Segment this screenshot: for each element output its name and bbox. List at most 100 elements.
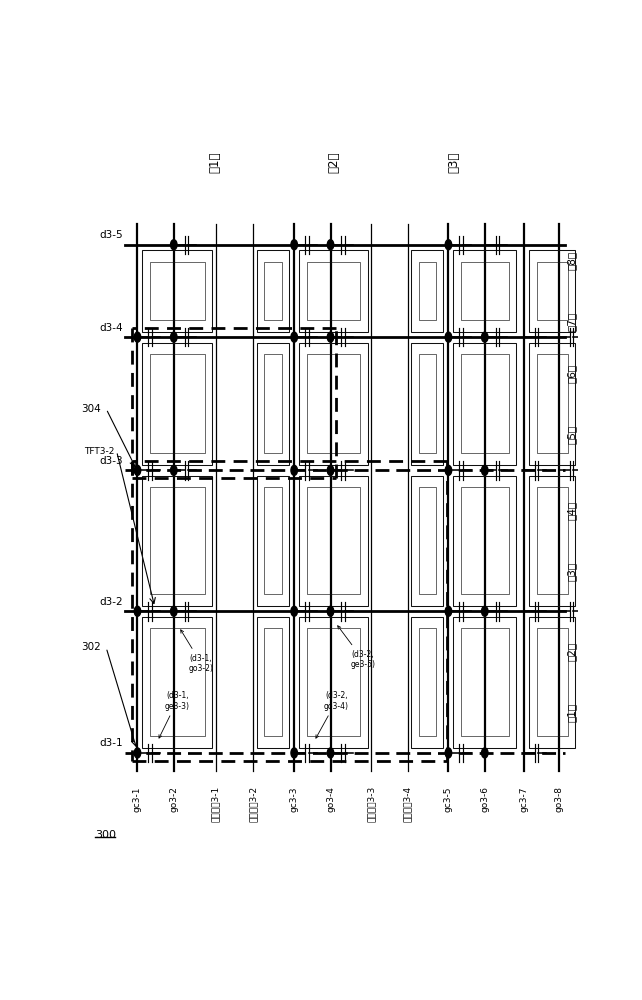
Text: (d3-1,
go3-2): (d3-1, go3-2) (180, 630, 214, 673)
Bar (257, 250, 290, 332)
Bar (265, 628, 282, 736)
Circle shape (482, 606, 488, 616)
Bar (537, 487, 568, 594)
Circle shape (445, 465, 452, 475)
Text: go3-6: go3-6 (480, 786, 489, 812)
Text: 像素电杗3-4: 像素电杗3-4 (403, 786, 412, 822)
Bar (257, 617, 290, 748)
Bar (461, 262, 508, 320)
Text: go3-2: go3-2 (169, 786, 178, 812)
Circle shape (134, 465, 141, 475)
Bar (257, 476, 290, 606)
Bar (411, 250, 444, 332)
Text: 300: 300 (95, 830, 116, 840)
Bar (453, 476, 516, 606)
Bar (529, 343, 575, 465)
Text: 像素电杗3-2: 像素电杗3-2 (249, 786, 258, 822)
Text: gc3-1: gc3-1 (133, 786, 142, 812)
Text: gc3-5: gc3-5 (444, 786, 453, 812)
Bar (419, 354, 436, 453)
Bar (143, 617, 212, 748)
Bar (143, 250, 212, 332)
Text: 304: 304 (82, 404, 101, 414)
Bar (453, 343, 516, 465)
Text: 第1行: 第1行 (208, 152, 221, 173)
Bar (419, 262, 436, 320)
Text: go3-4: go3-4 (326, 786, 335, 812)
Circle shape (327, 332, 334, 342)
Bar (265, 487, 282, 594)
Text: 第8列: 第8列 (567, 251, 577, 270)
Text: d3-2: d3-2 (99, 597, 123, 607)
Bar (307, 262, 360, 320)
Text: 第6列: 第6列 (567, 363, 577, 383)
Bar (461, 487, 508, 594)
Bar (537, 628, 568, 736)
Bar (299, 617, 368, 748)
Circle shape (171, 465, 177, 475)
Text: 第5列: 第5列 (567, 425, 577, 444)
Text: 第1列: 第1列 (567, 703, 577, 722)
Circle shape (327, 606, 334, 616)
Bar (411, 343, 444, 465)
Text: (d3-2,
go3-4): (d3-2, go3-4) (316, 691, 349, 738)
Circle shape (482, 748, 488, 758)
Bar (150, 487, 205, 594)
Text: 第3列: 第3列 (567, 562, 577, 581)
Circle shape (327, 748, 334, 758)
Circle shape (445, 240, 452, 250)
Bar (537, 262, 568, 320)
Bar (411, 617, 444, 748)
Text: 第3行: 第3行 (447, 152, 460, 173)
Bar (265, 354, 282, 453)
Circle shape (291, 332, 297, 342)
Text: d3-1: d3-1 (99, 738, 123, 748)
Bar (419, 487, 436, 594)
Bar (461, 354, 508, 453)
Bar (537, 354, 568, 453)
Bar (257, 343, 290, 465)
Text: TFT3-2: TFT3-2 (83, 447, 114, 456)
Circle shape (291, 465, 297, 475)
Bar (150, 262, 205, 320)
Bar (529, 617, 575, 748)
Circle shape (171, 606, 177, 616)
Bar (419, 628, 436, 736)
Bar (265, 262, 282, 320)
Text: 第7列: 第7列 (567, 312, 577, 331)
Text: 像素电杗3-1: 像素电杗3-1 (211, 786, 220, 822)
Circle shape (291, 240, 297, 250)
Circle shape (171, 240, 177, 250)
Text: gc3-3: gc3-3 (290, 786, 299, 812)
Circle shape (134, 332, 141, 342)
Bar (461, 628, 508, 736)
Circle shape (482, 332, 488, 342)
Bar (529, 250, 575, 332)
Bar (411, 476, 444, 606)
Circle shape (171, 332, 177, 342)
Circle shape (291, 606, 297, 616)
Text: d3-4: d3-4 (99, 323, 123, 333)
Bar (150, 354, 205, 453)
Circle shape (482, 465, 488, 475)
Text: go3-8: go3-8 (555, 786, 564, 812)
Circle shape (134, 748, 141, 758)
Circle shape (445, 332, 452, 342)
Bar (307, 628, 360, 736)
Bar (299, 343, 368, 465)
Bar (299, 476, 368, 606)
Text: 第2行: 第2行 (327, 152, 340, 173)
Bar (529, 476, 575, 606)
Circle shape (445, 606, 452, 616)
Text: (d3-2,
ge3-5): (d3-2, ge3-5) (338, 626, 376, 669)
Circle shape (291, 748, 297, 758)
Text: 第2列: 第2列 (567, 642, 577, 661)
Text: 像素电杗3-3: 像素电杗3-3 (367, 786, 376, 822)
Circle shape (327, 465, 334, 475)
Circle shape (445, 748, 452, 758)
Text: 302: 302 (82, 642, 101, 652)
Bar (299, 250, 368, 332)
Text: gc3-7: gc3-7 (519, 786, 528, 812)
Text: (d3-1,
ge3-3): (d3-1, ge3-3) (159, 691, 190, 738)
Bar (453, 250, 516, 332)
